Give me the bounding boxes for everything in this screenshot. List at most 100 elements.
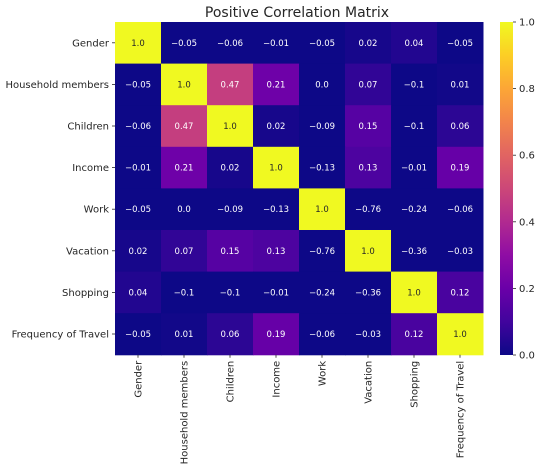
cell-value-label: −0.06: [125, 122, 151, 132]
heatmap-cell: [161, 63, 208, 106]
heatmap-cell: [391, 313, 438, 356]
cell-value-label: 0.04: [405, 39, 424, 49]
cell-value-label: 1.0: [315, 205, 329, 215]
heatmap-cell: [437, 313, 484, 356]
heatmap-cell: [207, 105, 254, 148]
heatmap-cell: [299, 146, 346, 189]
heatmap-cell: [345, 313, 392, 356]
x-tick-label: Work: [318, 361, 329, 387]
cell-value-label: −0.09: [309, 122, 335, 132]
cell-value-label: 1.0: [407, 288, 421, 298]
cell-value-label: −0.13: [263, 205, 289, 215]
heatmap-cell: [253, 146, 300, 189]
heatmap-cell: [207, 313, 254, 356]
colorbar-tick-label: 0.4: [519, 217, 535, 228]
heatmap-cell: [115, 63, 162, 106]
cell-value-label: 0.02: [221, 164, 240, 174]
cell-value-label: −0.05: [125, 205, 151, 215]
heatmap-cell: [391, 230, 438, 273]
heatmap-cell: [161, 146, 208, 189]
cell-value-label: −0.1: [404, 80, 425, 90]
heatmap-cell: [115, 105, 162, 148]
heatmap-cell: [345, 188, 392, 231]
cell-value-label: 1.0: [131, 39, 145, 49]
cell-value-label: −0.76: [355, 205, 381, 215]
heatmap-cell: [253, 230, 300, 273]
heatmap-cell: [345, 271, 392, 314]
y-tick-labels: Gender Household members Children Income Wor…: [5, 38, 115, 341]
colorbar-ticks: 0.0 0.2 0.4 0.6 0.8 1.0: [513, 18, 535, 362]
cell-value-label: −0.01: [125, 164, 151, 174]
colorbar: 0.0 0.2 0.4 0.6 0.8 1.0: [500, 18, 535, 362]
heatmap-cell: [437, 146, 484, 189]
heatmap-cell: [299, 63, 346, 106]
heatmap-cell: [437, 63, 484, 106]
heatmap-cell: [437, 271, 484, 314]
heatmap-cell: [207, 63, 254, 106]
heatmap-cell: [345, 22, 392, 65]
heatmap-cell: [115, 146, 162, 189]
heatmap-cell: [299, 271, 346, 314]
colorbar-tick-label: 0.8: [519, 84, 535, 95]
y-tick-label: Children: [67, 122, 109, 133]
cell-value-label: −0.06: [309, 330, 335, 340]
cell-value-label: 1.0: [269, 164, 283, 174]
cell-value-label: 0.13: [267, 247, 286, 257]
heatmap-cell: [437, 22, 484, 65]
colorbar-gradient: [500, 22, 513, 355]
cell-value-label: −0.1: [174, 288, 195, 298]
heatmap-cells: 1.0 −0.05 −0.06 −0.01 −0.05 0.02 0.04 −0.05 −0.0…: [115, 22, 484, 356]
heatmap-cell: [299, 105, 346, 148]
heatmap-cell: [161, 271, 208, 314]
cell-value-label: 0.15: [359, 122, 378, 132]
heatmap-cell: [253, 63, 300, 106]
heatmap-cell: [345, 105, 392, 148]
cell-value-label: 0.06: [451, 122, 470, 132]
y-tick-label: Vacation: [66, 246, 109, 257]
heatmap-cell: [161, 22, 208, 65]
cell-value-label: 1.0: [223, 122, 237, 132]
cell-value-label: −0.06: [217, 39, 243, 49]
cell-value-label: 0.19: [451, 164, 470, 174]
cell-value-label: −0.05: [125, 330, 151, 340]
cell-value-label: −0.09: [217, 205, 243, 215]
chart-title: Positive Correlation Matrix: [205, 5, 389, 21]
cell-value-label: 1.0: [361, 247, 375, 257]
heatmap-cell: [161, 105, 208, 148]
heatmap-cell: [299, 188, 346, 231]
cell-value-label: −0.24: [401, 205, 427, 215]
cell-value-label: 0.01: [175, 330, 194, 340]
colorbar-tick-label: 0.6: [519, 151, 535, 162]
cell-value-label: −0.36: [401, 247, 427, 257]
cell-value-label: 0.0: [177, 205, 191, 215]
cell-value-label: 0.12: [405, 330, 424, 340]
cell-value-label: −0.06: [447, 205, 473, 215]
x-tick-label: Shopping: [410, 361, 421, 408]
y-tick-label: Income: [72, 163, 109, 174]
cell-value-label: −0.01: [263, 39, 289, 49]
x-tick-label: Gender: [134, 360, 145, 398]
cell-value-label: 0.06: [221, 330, 240, 340]
cell-value-label: −0.36: [355, 288, 381, 298]
cell-value-label: 0.07: [359, 80, 378, 90]
heatmap-cell: [345, 146, 392, 189]
cell-value-label: −0.05: [171, 39, 197, 49]
heatmap-cell: [207, 146, 254, 189]
heatmap-cell: [253, 271, 300, 314]
y-tick-label: Household members: [5, 80, 109, 91]
cell-value-label: 0.19: [267, 330, 286, 340]
heatmap-cell: [253, 105, 300, 148]
heatmap-cell: [115, 22, 162, 65]
heatmap-cell: [161, 313, 208, 356]
heatmap-cell: [299, 230, 346, 273]
cell-value-label: −0.05: [309, 39, 335, 49]
cell-value-label: 0.47: [221, 80, 240, 90]
x-tick-label: Frequency of Travel: [456, 361, 467, 458]
heatmap-cell: [299, 313, 346, 356]
cell-value-label: 0.15: [221, 247, 240, 257]
cell-value-label: 1.0: [177, 80, 191, 90]
cell-value-label: −0.05: [447, 39, 473, 49]
heatmap-cell: [437, 230, 484, 273]
cell-value-label: 0.02: [267, 122, 286, 132]
